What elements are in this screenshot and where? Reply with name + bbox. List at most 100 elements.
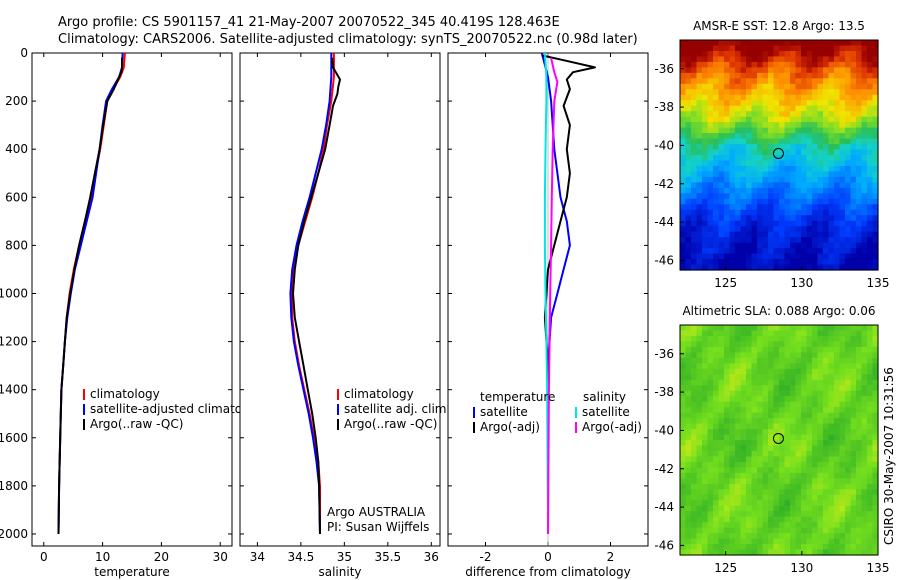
sst-heatmap-cell [867, 67, 874, 74]
sla-heatmap-cell [839, 505, 846, 512]
sst-heatmap-cell [867, 160, 874, 167]
sla-heatmap-cell [823, 489, 830, 496]
sst-heatmap-cell [718, 111, 725, 118]
sla-heatmap-cell [834, 418, 841, 425]
sla-heatmap-cell [751, 472, 758, 479]
sla-heatmap-cell [850, 374, 857, 381]
sst-heatmap-cell [845, 226, 852, 233]
sla-heatmap-cell [790, 346, 797, 353]
sst-heatmap-cell [724, 187, 731, 194]
sla-heatmap-cell [768, 335, 775, 343]
sst-heatmap-cell [828, 45, 835, 52]
sst-heatmap-cell [845, 78, 852, 85]
sst-heatmap-cell [696, 182, 703, 189]
sst-heatmap-cell [861, 138, 868, 145]
sla-heatmap-cell [867, 461, 874, 468]
sst-heatmap-cell [872, 133, 879, 140]
sla-heatmap-cell [718, 352, 725, 359]
sst-heatmap-cell [707, 144, 714, 151]
sla-heatmap-cell [812, 522, 819, 529]
sst-heatmap-cell [779, 94, 786, 101]
sst-heatmap-cell [817, 67, 824, 74]
sst-heatmap-cell [713, 116, 720, 123]
sla-heatmap-cell [773, 549, 780, 556]
sst-heatmap-cell [746, 40, 753, 47]
sst-heatmap-cell [746, 231, 753, 238]
sst-heatmap-cell [867, 149, 874, 156]
sla-heatmap-cell [806, 352, 813, 359]
sst-heatmap-cell [850, 40, 857, 47]
sst-heatmap-cell [806, 198, 813, 205]
sla-heatmap-cell [729, 505, 736, 512]
sla-heatmap-cell [872, 522, 879, 529]
sla-heatmap-cell [680, 450, 687, 458]
sla-heatmap-cell [872, 407, 879, 414]
sst-heatmap-cell [867, 45, 874, 52]
sst-heatmap-cell [817, 253, 824, 260]
sla-heatmap-cell [790, 533, 797, 540]
sst-heatmap-cell [729, 122, 736, 129]
sla-heatmap-cell [812, 500, 819, 507]
sla-heatmap-cell [729, 467, 736, 474]
sst-heatmap-cell [773, 226, 780, 233]
sla-heatmap-cell [823, 335, 830, 343]
sla-heatmap-cell [845, 341, 852, 348]
sla-heatmap-cell [762, 357, 769, 364]
sla-heatmap-cell [768, 516, 775, 523]
sst-heatmap-cell [790, 248, 797, 255]
sla-heatmap-cell [790, 357, 797, 364]
sla-heatmap-cell [828, 478, 835, 485]
sla-heatmap-cell [823, 494, 830, 501]
sla-heatmap-cell [867, 467, 874, 474]
sla-heatmap-cell [790, 412, 797, 419]
sst-heatmap-cell [718, 248, 725, 255]
sst-heatmap-cell [729, 226, 736, 233]
sst-heatmap-cell [713, 78, 720, 85]
sst-heatmap-cell [691, 61, 698, 68]
sla-ytick-label: -40 [654, 423, 674, 437]
sla-heatmap-cell [795, 505, 802, 512]
sla-heatmap-cell [729, 538, 736, 545]
sst-heatmap-cell [817, 248, 824, 255]
sla-heatmap-cell [724, 407, 731, 414]
sla-heatmap-cell [762, 401, 769, 408]
sla-heatmap-cell [779, 440, 786, 447]
sst-heatmap-cell [680, 78, 687, 85]
sst-heatmap-cell [702, 204, 709, 211]
sst-heatmap-cell [729, 259, 736, 266]
sla-heatmap-cell [806, 472, 813, 479]
sla-heatmap-cell [795, 385, 802, 392]
sst-heatmap-cell [861, 193, 868, 200]
sst-heatmap-cell [729, 133, 736, 140]
sla-heatmap-cell [850, 445, 857, 452]
sla-heatmap-cell [680, 407, 687, 414]
sst-heatmap-cell [685, 105, 692, 112]
sst-heatmap-cell [839, 61, 846, 68]
sla-heatmap-cell [768, 341, 775, 348]
sst-heatmap-cell [729, 155, 736, 162]
sla-heatmap-cell [685, 330, 692, 337]
sla-heatmap-cell [828, 385, 835, 392]
sla-heatmap-cell [773, 412, 780, 419]
sla-heatmap-cell [850, 456, 857, 463]
sst-heatmap-cell [702, 40, 709, 47]
sst-heatmap-cell [740, 138, 747, 145]
sla-heatmap-cell [828, 445, 835, 452]
sla-heatmap-cell [773, 472, 780, 479]
sst-heatmap-cell [779, 215, 786, 222]
sla-heatmap-cell [784, 385, 791, 392]
depth-tick-label: 2000 [0, 527, 28, 541]
sst-heatmap-cell [729, 237, 736, 244]
sst-heatmap-cell [768, 176, 775, 183]
sla-heatmap-cell [735, 418, 742, 425]
sla-heatmap-cell [696, 549, 703, 556]
sst-heatmap-cell [735, 165, 742, 173]
sst-heatmap-cell [702, 259, 709, 266]
sla-heatmap-cell [812, 483, 819, 490]
sst-heatmap-cell [740, 149, 747, 156]
sst-heatmap-cell [751, 67, 758, 74]
sla-heatmap-cell [872, 390, 879, 397]
sst-heatmap-cell [812, 78, 819, 85]
sst-heatmap-cell [735, 105, 742, 112]
sla-heatmap-cell [801, 461, 808, 468]
